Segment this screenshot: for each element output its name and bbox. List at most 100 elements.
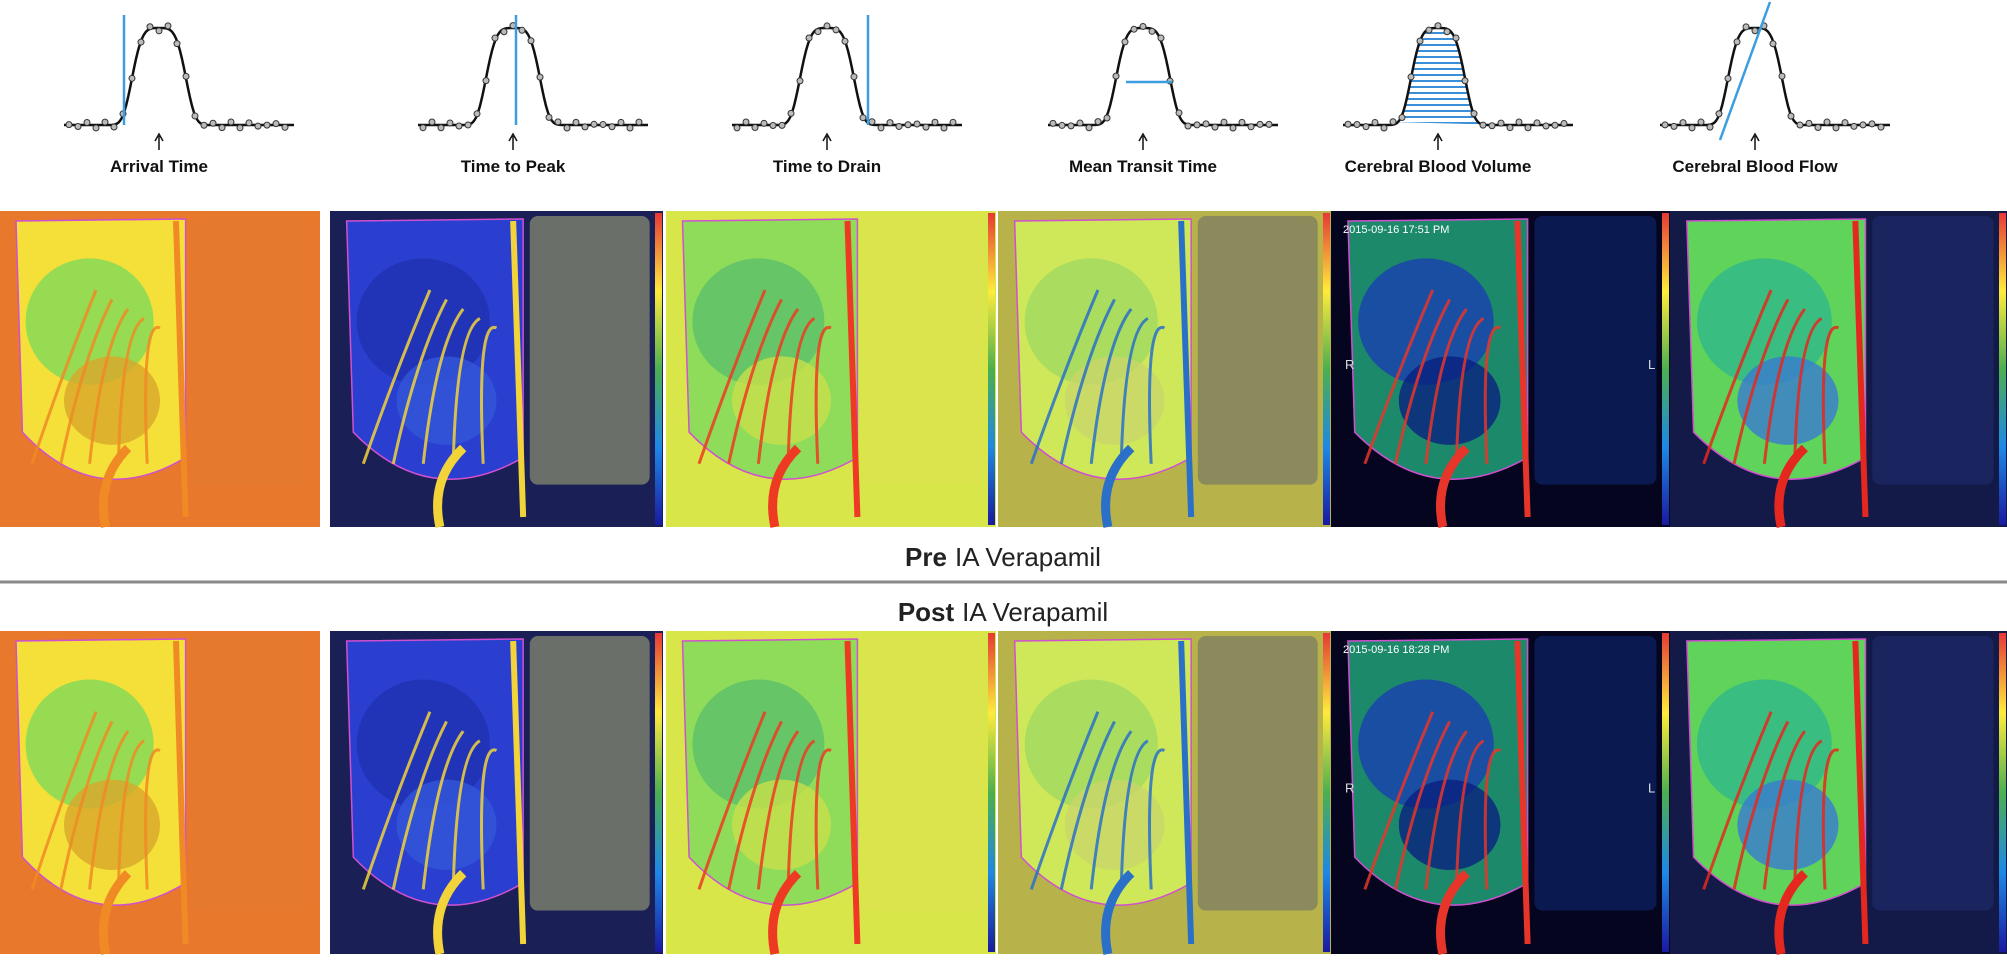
sample-dot	[1058, 121, 1066, 129]
sample-dot	[1175, 109, 1183, 117]
sample-dot	[1094, 118, 1102, 126]
vessel	[1363, 711, 1435, 890]
sample-dot	[464, 121, 472, 129]
sample-dot	[437, 124, 445, 132]
sample-dot	[1103, 114, 1111, 122]
sample-dot	[1184, 122, 1192, 130]
vessel	[451, 317, 481, 464]
sample-dot	[590, 120, 598, 128]
sample-dot	[563, 124, 571, 132]
sample-dot	[74, 123, 82, 131]
vessel	[451, 739, 481, 890]
vessel	[1702, 711, 1773, 890]
sample-dot	[218, 124, 226, 132]
vessel	[1436, 444, 1470, 528]
perfusion-map	[330, 211, 663, 528]
vessel	[756, 308, 800, 464]
curve-label: Cerebral Blood Volume	[1345, 157, 1532, 176]
sample-dot	[1560, 120, 1568, 128]
sample-dot	[128, 74, 136, 82]
sample-dot	[1371, 118, 1379, 126]
vessel	[361, 711, 432, 890]
perfusion-map	[0, 211, 320, 528]
brain-texture	[64, 356, 160, 445]
vessel	[421, 730, 465, 890]
sample-dot	[500, 28, 508, 36]
sample-dot	[1211, 123, 1219, 131]
sample-dot	[841, 37, 849, 45]
colorbar	[988, 633, 995, 952]
sample-dot	[1841, 119, 1849, 127]
colorbar	[1999, 213, 2006, 525]
vessel	[1059, 298, 1116, 465]
sample-dot	[1425, 26, 1433, 34]
arrow-head	[154, 132, 164, 142]
sample-dot	[823, 22, 831, 30]
sample-dot	[83, 119, 91, 127]
sample-dot	[1679, 119, 1687, 127]
side-label: L	[1648, 357, 1655, 372]
sample-dot	[209, 119, 217, 127]
sample-dot	[1470, 110, 1478, 118]
vessel	[391, 720, 448, 890]
sample-dot	[536, 73, 544, 81]
row-heading: Post IA Verapamil	[898, 597, 1108, 627]
sample-dot	[200, 121, 208, 129]
brain-texture	[396, 779, 497, 871]
colorbar	[1662, 633, 1669, 952]
sample-dot	[155, 27, 163, 35]
sample-dot	[1362, 123, 1370, 131]
vessel	[433, 870, 467, 955]
sample-dot	[1823, 118, 1831, 126]
vessel	[814, 325, 832, 464]
sample-dot	[1715, 110, 1723, 118]
vessel	[1029, 289, 1100, 465]
vessel	[1178, 220, 1195, 518]
sample-dot	[245, 119, 253, 127]
perfusion-map	[666, 211, 996, 528]
sample-dot	[626, 124, 634, 132]
vessel	[98, 444, 132, 528]
vessel	[727, 298, 783, 465]
vessel	[1762, 308, 1806, 464]
vessel	[1363, 289, 1435, 465]
vessel	[88, 308, 130, 464]
sample-dot	[428, 118, 436, 126]
sample-dot	[1706, 123, 1714, 131]
brain-texture	[356, 679, 490, 809]
sample-dot	[877, 124, 885, 132]
vessel	[144, 325, 161, 464]
perfusion-map	[998, 211, 1331, 528]
perfusion-map	[0, 631, 320, 955]
indicator	[1718, 1, 1772, 141]
arrow-head	[822, 132, 832, 142]
vessel	[1514, 640, 1531, 945]
brain-texture	[356, 258, 490, 385]
sample-dot	[1130, 25, 1138, 33]
sample-dot	[1389, 118, 1397, 126]
vessel	[30, 711, 98, 890]
vessel	[1178, 640, 1195, 945]
sample-dot	[263, 121, 271, 129]
sample-dot	[1814, 123, 1822, 131]
map-right-field	[529, 216, 650, 485]
vessel	[727, 720, 783, 890]
brain-texture	[692, 258, 825, 385]
sample-dot	[1733, 38, 1741, 46]
vessel	[361, 289, 432, 465]
vessel	[1101, 444, 1135, 528]
sample-dot	[1479, 121, 1487, 129]
curve-label: Arrival Time	[110, 157, 208, 176]
sample-dot	[1380, 124, 1388, 132]
arrow-head	[1138, 132, 1148, 142]
vessel	[1852, 640, 1869, 945]
brain-texture	[25, 679, 154, 809]
brain-texture	[1737, 356, 1839, 445]
colorbar	[655, 213, 662, 525]
sample-dot	[1769, 40, 1777, 48]
vessel	[844, 220, 861, 518]
sample-dot	[751, 124, 759, 132]
vessel	[1424, 308, 1468, 464]
vessel	[1793, 317, 1823, 464]
